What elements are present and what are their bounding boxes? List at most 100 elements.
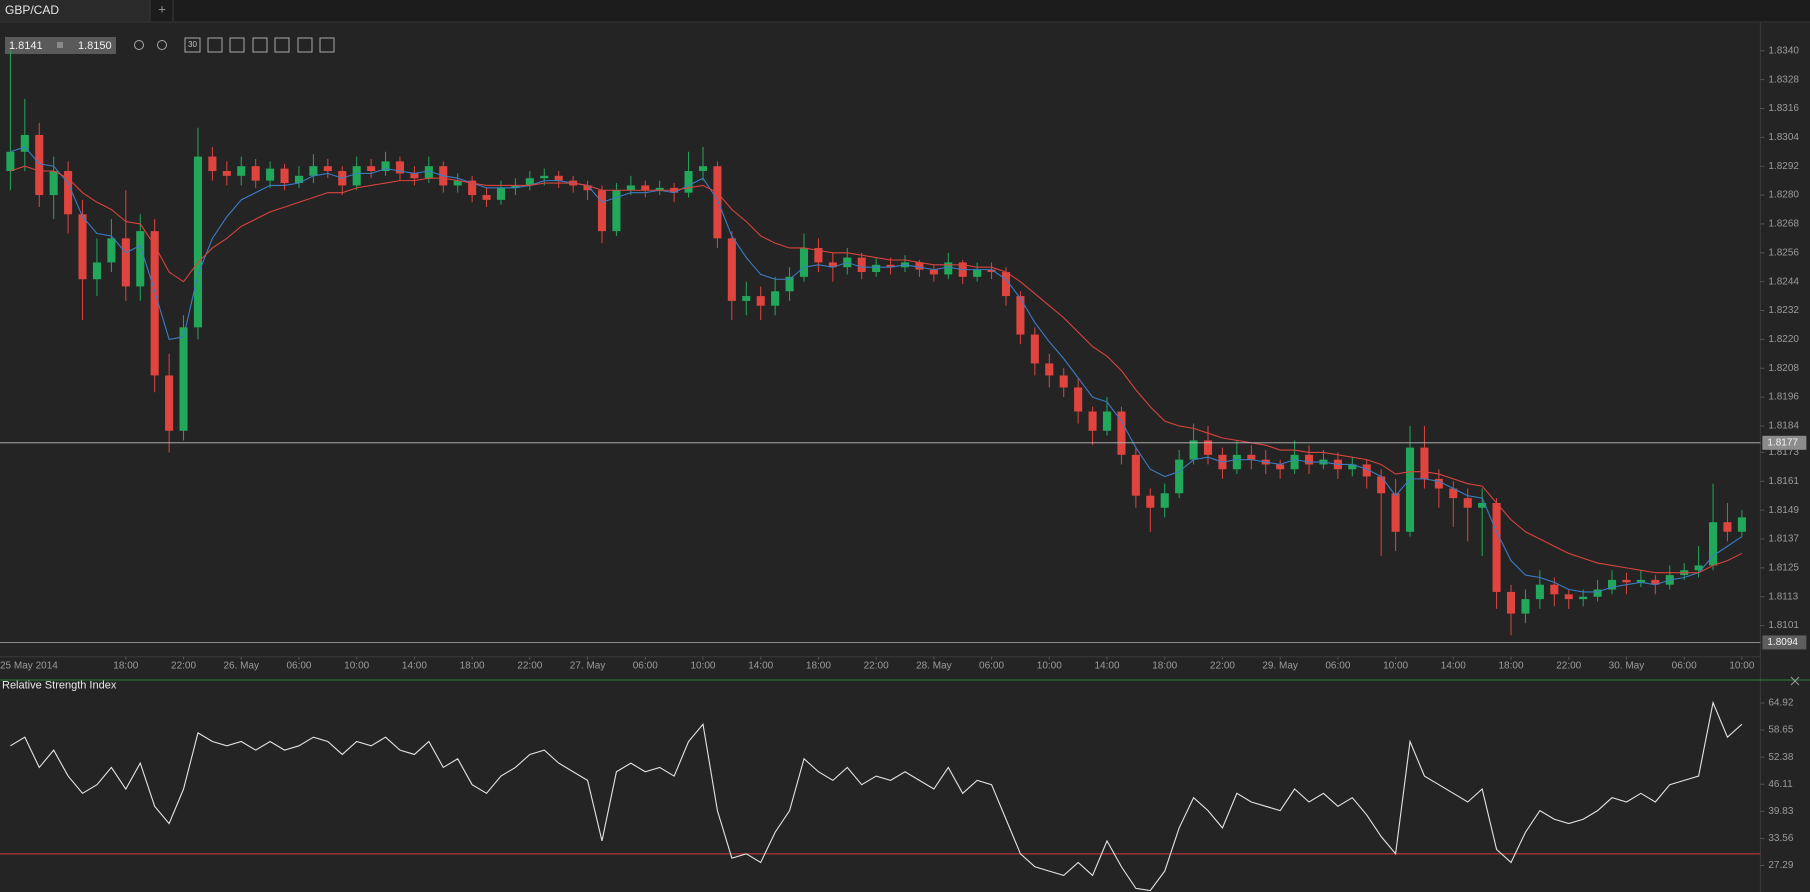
candle-body	[280, 168, 289, 184]
y-tick-label: 58.65	[1768, 725, 1793, 736]
candle-body	[1362, 464, 1371, 477]
x-tick-label: 10:00	[344, 661, 369, 672]
x-tick-label: 06:00	[1672, 661, 1697, 672]
x-tick-label: 18:00	[1499, 661, 1524, 672]
close-icon[interactable]	[1790, 676, 1800, 686]
candle-body	[251, 166, 260, 181]
toolbar	[134, 37, 335, 53]
tab-title[interactable]: GBP/CAD	[5, 3, 59, 17]
y-tick-label: 46.11	[1768, 779, 1793, 790]
candle-body	[1607, 579, 1617, 590]
tab[interactable]	[0, 0, 150, 22]
candle-body	[1276, 464, 1285, 470]
candle-body	[468, 180, 477, 196]
candle-body	[1175, 459, 1184, 494]
x-tick-label: 26. May	[223, 661, 259, 672]
candle-body	[973, 269, 982, 277]
candle-body	[1579, 596, 1588, 600]
candle-body	[915, 262, 924, 270]
candle-body	[309, 166, 318, 176]
candle-body	[1391, 493, 1400, 532]
chart-type[interactable]	[207, 37, 223, 53]
candle-body	[1550, 584, 1559, 595]
candle-body	[1146, 495, 1155, 508]
candle-body	[929, 269, 938, 275]
candle-body	[78, 214, 87, 280]
date-label: 25 May 2014	[0, 661, 58, 672]
ask-price: 1.8150	[78, 40, 112, 52]
candle-body	[1622, 579, 1631, 583]
candle-body	[1189, 440, 1198, 460]
y-tick-label: 1.8256	[1768, 247, 1799, 258]
x-tick-label: 30. May	[1609, 661, 1645, 672]
add-tab[interactable]: +	[158, 1, 166, 16]
candle-body	[1016, 296, 1025, 335]
candle-body	[179, 327, 188, 431]
candle-body	[554, 175, 563, 181]
candle-body	[1478, 502, 1487, 508]
candle-body	[1290, 454, 1299, 470]
candle-body	[612, 190, 621, 232]
timeframe-label[interactable]: 30	[188, 40, 197, 49]
export[interactable]	[297, 37, 313, 53]
x-tick-label: 27. May	[570, 661, 606, 672]
candle-body	[1449, 488, 1458, 499]
y-tick-label: 1.8280	[1768, 190, 1799, 201]
candle-body	[655, 187, 664, 191]
close-panel[interactable]	[1790, 676, 1800, 686]
price-badge	[1762, 635, 1807, 650]
y-tick-label: 1.8232	[1768, 305, 1799, 316]
candle-body	[597, 190, 607, 232]
x-tick-label: 06:00	[286, 661, 311, 672]
candle-body	[713, 166, 722, 239]
candle-body	[237, 166, 246, 176]
zoom-in[interactable]	[157, 40, 167, 50]
candle-body	[626, 185, 635, 191]
indicators[interactable]	[229, 37, 245, 53]
candle-body	[511, 185, 520, 188]
price-badge	[1762, 435, 1807, 450]
line-series	[10, 146, 1743, 593]
candle-body	[20, 134, 29, 152]
candle-body	[944, 262, 953, 275]
candle-body	[785, 276, 794, 292]
x-tick-label: 18:00	[113, 661, 138, 672]
zoom-out[interactable]	[134, 40, 144, 50]
x-tick-label: 10:00	[690, 661, 715, 672]
candle-body	[1405, 447, 1415, 532]
y-tick-label: 1.8292	[1768, 161, 1799, 172]
candle-body	[266, 168, 275, 181]
candle-body	[1651, 579, 1660, 585]
x-tick-label: 22:00	[171, 661, 196, 672]
y-tick-label: 1.8173	[1768, 447, 1799, 458]
candle-body	[6, 151, 15, 172]
y-tick-label: 1.8137	[1768, 534, 1799, 545]
copy[interactable]	[274, 37, 290, 53]
candle-body	[1377, 476, 1386, 494]
candle-body	[1636, 579, 1645, 583]
fit[interactable]	[252, 37, 268, 53]
candle-body	[1564, 594, 1573, 600]
candle-body	[1030, 334, 1039, 364]
candle-body	[756, 296, 765, 306]
y-tick-label: 1.8101	[1768, 620, 1799, 631]
price-badge-label: 1.8177	[1767, 437, 1798, 448]
x-tick-label: 29. May	[1262, 661, 1298, 672]
candle-body	[1045, 363, 1054, 376]
candle-body	[1304, 454, 1314, 465]
candle-body	[453, 180, 462, 186]
x-tick-label: 06:00	[1325, 661, 1350, 672]
candle-body	[684, 171, 693, 193]
draw[interactable]	[319, 37, 335, 53]
x-tick-label: 22:00	[864, 661, 889, 672]
y-tick-label: 1.8316	[1768, 103, 1799, 114]
x-tick-label: 10:00	[1383, 661, 1408, 672]
candle-body	[410, 173, 419, 179]
timeframe-button[interactable]	[184, 37, 201, 53]
candle-body	[136, 231, 145, 287]
panel-title: Relative Strength Index	[2, 680, 117, 692]
candle-body	[208, 156, 217, 172]
